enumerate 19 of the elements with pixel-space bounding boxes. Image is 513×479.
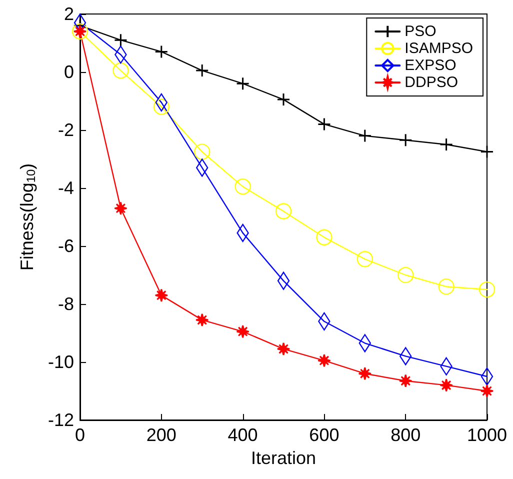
x-tick-label: 400 (228, 425, 258, 445)
legend-label: DDPSO (404, 74, 458, 91)
legend-label: ISAMPSO (404, 40, 474, 57)
y-tick-label: -2 (58, 120, 74, 140)
legend-label: PSO (404, 23, 436, 40)
x-tick-label: 200 (146, 425, 176, 445)
x-tick-label: 600 (309, 425, 340, 445)
legend-label: EXPSO (404, 57, 456, 74)
x-axis-title: Iteration (250, 448, 316, 468)
x-tick-label: 800 (390, 425, 421, 445)
y-tick-label: -6 (58, 236, 74, 256)
y-tick-label: 0 (64, 62, 74, 82)
y-tick-label: 2 (64, 4, 74, 24)
y-tick-label: -8 (58, 294, 74, 314)
y-tick-label: -4 (58, 178, 74, 198)
y-axis-title: Fitness(log10) (17, 163, 38, 271)
y-tick-label: -10 (48, 352, 74, 372)
x-tick-label: 1000 (466, 425, 508, 445)
y-tick-label: -12 (48, 410, 74, 430)
